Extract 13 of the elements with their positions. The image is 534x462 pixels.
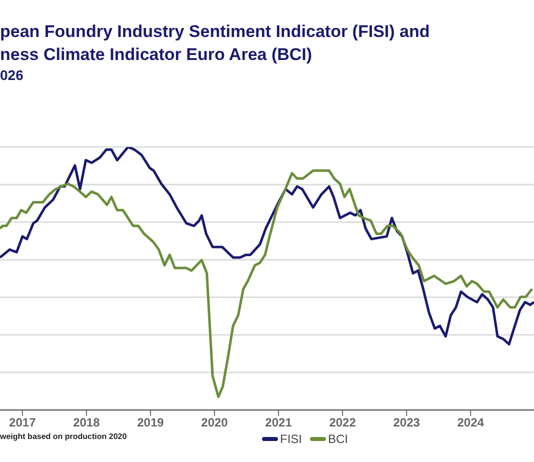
x-tick-label: 2022 [329, 416, 356, 430]
x-tick-label: 2019 [137, 416, 164, 430]
legend-label: FISI [280, 432, 302, 446]
chart-title: pean Foundry Industry Sentiment Indicator (FISI) and ness Climate Indicator Euro Area (BCI) [0, 21, 430, 66]
x-tick-label: 2020 [201, 416, 228, 430]
x-tick-label: 2017 [9, 416, 36, 430]
legend-label: BCI [328, 432, 348, 446]
text: weight based on production 2020 [0, 432, 127, 441]
x-tick-label: 2021 [265, 416, 292, 430]
chart-subtitle: 026 [0, 66, 24, 84]
x-tick-label: 2018 [73, 416, 100, 430]
x-tick-label: 2023 [393, 416, 420, 430]
x-tick-label: 2024 [457, 416, 484, 430]
